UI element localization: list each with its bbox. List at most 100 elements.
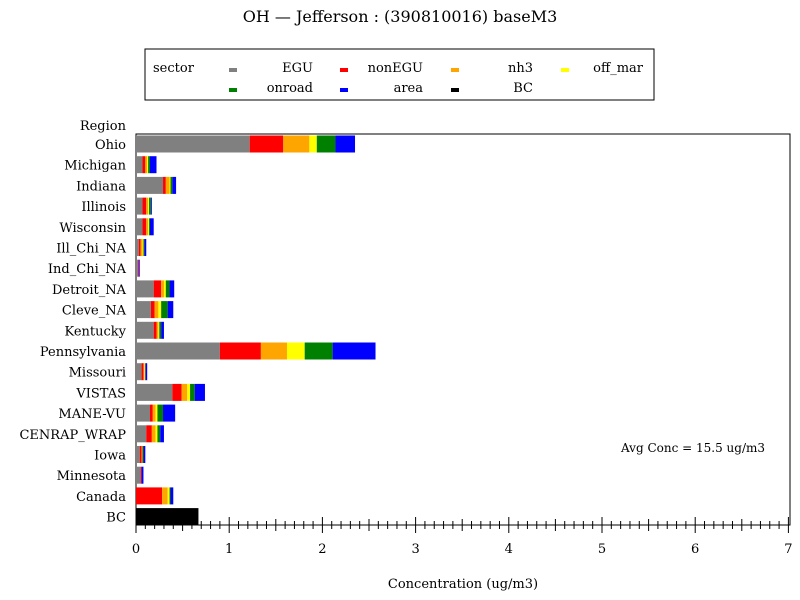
bar-segment [162, 487, 168, 505]
bar-segment [167, 487, 170, 505]
bar-segment [163, 176, 166, 194]
bar-segment [136, 280, 154, 298]
category-label: Illinois [81, 200, 126, 215]
bar-segment [155, 404, 158, 422]
bar-segment [136, 321, 154, 339]
bar-segment [170, 487, 174, 505]
legend-marker [561, 68, 569, 72]
bar-segment [157, 404, 164, 422]
x-tick-label: 1 [225, 542, 233, 557]
bar-segment [141, 466, 144, 484]
bar-segment [148, 197, 150, 215]
bar-segment [149, 156, 157, 174]
category-label: Minnesota [57, 469, 127, 484]
bar-segment [149, 197, 151, 215]
bar-segment [304, 342, 333, 360]
bar-segment [169, 280, 175, 298]
bar-segment [309, 135, 317, 153]
legend-marker [229, 88, 237, 92]
bar-segment [158, 301, 162, 319]
category-labels: Ohio Michigan Indiana Illinois Wisconsin Ill_… [19, 138, 126, 526]
bar-segment [152, 404, 156, 422]
bar-segment [150, 301, 155, 319]
bar-segment [149, 218, 150, 236]
legend-marker [229, 68, 237, 72]
bar-segment [187, 383, 191, 401]
bar-segment [144, 239, 147, 256]
legend-label: nh3 [508, 61, 533, 76]
bar-segment [151, 425, 156, 443]
legend-marker [451, 88, 459, 92]
bar-segment [136, 259, 138, 277]
bar-segment [172, 176, 177, 194]
bar-segment [136, 383, 173, 401]
plot-area [135, 133, 791, 526]
legend-title: sector [153, 61, 195, 76]
x-tick-label: 6 [691, 542, 699, 557]
legend-marker [340, 68, 348, 72]
bar-segment [141, 446, 143, 463]
bar-segment [219, 342, 261, 360]
bar-segment [150, 197, 152, 215]
legend-marker [451, 68, 459, 72]
bar-segment [161, 301, 168, 319]
category-label: Pennsylvania [40, 345, 126, 360]
bar-segment [142, 156, 146, 174]
legend-marker [340, 88, 348, 92]
bar-segment [332, 342, 376, 360]
bar-segment [143, 239, 145, 256]
x-tick-label: 3 [411, 542, 419, 557]
bar-segment [142, 446, 144, 463]
bar-segment [136, 239, 139, 256]
bar-segment [136, 487, 163, 505]
x-tick-label: 5 [598, 542, 606, 557]
bar-segment [148, 156, 150, 174]
category-label: Ohio [95, 138, 126, 153]
bar-segment [142, 218, 147, 236]
bar-segment [163, 404, 176, 422]
bar-segment [145, 363, 148, 381]
bar-segment [159, 321, 162, 339]
bar-segment [283, 135, 310, 153]
bar-segment [136, 156, 143, 174]
category-label: Wisconsin [59, 221, 126, 236]
bar-segment [136, 466, 141, 484]
category-label: Indiana [76, 179, 126, 194]
bar-segment [153, 280, 162, 298]
category-label: Cleve_NA [62, 304, 127, 319]
bar-segment [161, 321, 164, 339]
bar-segment [156, 321, 159, 339]
category-label: Canada [76, 490, 126, 505]
bar-segment [142, 197, 147, 215]
bar-segment [149, 404, 153, 422]
bar-segment [141, 363, 144, 381]
bar-segment [249, 135, 284, 153]
category-label: Michigan [64, 159, 126, 174]
bar-segment [136, 342, 220, 360]
bar-segment [146, 425, 152, 443]
category-label: MANE-VU [58, 407, 126, 422]
bar-segment [170, 176, 173, 194]
bar-segment [169, 487, 171, 505]
legend-label: EGU [282, 61, 313, 76]
bar-segment [144, 363, 146, 381]
bar-segment [145, 156, 148, 174]
bar-segment [138, 239, 141, 256]
category-label: Iowa [94, 449, 126, 464]
bar-segment [158, 321, 160, 339]
x-tick-label: 0 [132, 542, 140, 557]
bars-group [136, 135, 376, 526]
bar-segment [181, 383, 188, 401]
bar-segment [147, 156, 149, 174]
bar-segment [136, 446, 140, 463]
bar-segment [169, 176, 171, 194]
bar-segment [136, 176, 164, 194]
bar-segment [154, 301, 159, 319]
bar-segment [146, 218, 149, 236]
bar-segment [155, 425, 158, 443]
bar-segment [142, 239, 144, 256]
bar-segment [148, 218, 150, 236]
bar-segment [140, 466, 142, 484]
category-label: BC [106, 511, 126, 526]
